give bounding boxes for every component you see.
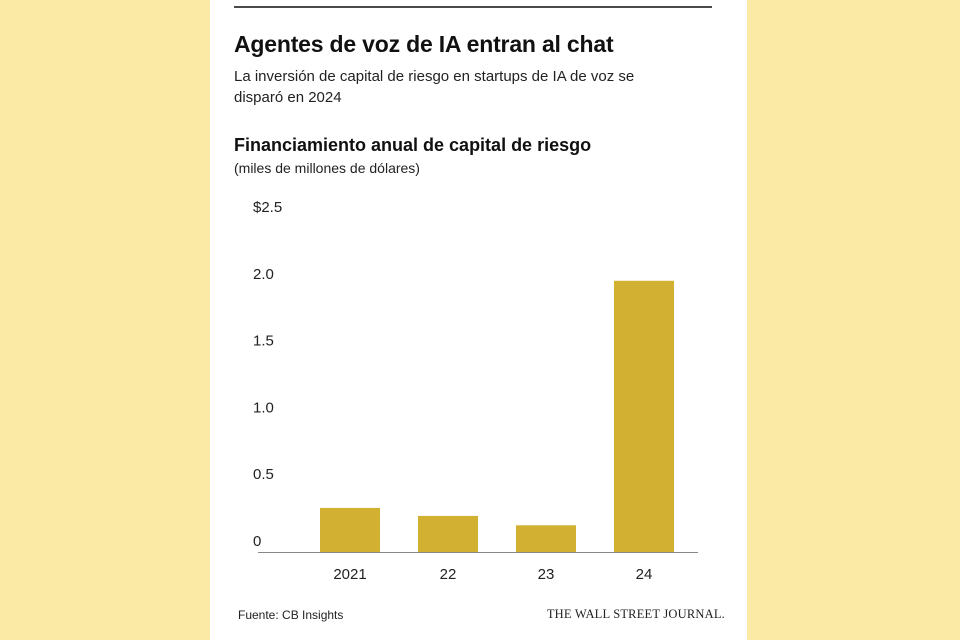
publisher-logo: THE WALL STREET JOURNAL.	[546, 607, 725, 621]
bar-2021	[320, 507, 380, 552]
x-tick-label: 2021	[333, 566, 366, 583]
top-rule	[234, 6, 712, 8]
chart-subtitle: La inversión de capital de riesgo en sta…	[234, 68, 635, 106]
y-tick-label: 0	[253, 533, 261, 550]
bar-24	[614, 280, 674, 552]
y-tick-label: 0.5	[253, 466, 274, 483]
x-tick-label: 24	[636, 566, 653, 583]
bar-23	[516, 525, 576, 552]
y-axis-ticks: 0 0.5 1.0 1.5 2.0 $2.5	[253, 199, 282, 550]
source-note: Fuente: CB Insights	[238, 608, 344, 622]
chart-headline: Agentes de voz de IA entran al chat	[234, 31, 614, 57]
y-tick-label: 1.0	[253, 399, 274, 416]
bars	[320, 280, 674, 552]
x-tick-label: 23	[538, 566, 555, 583]
chart-panel: Agentes de voz de IA entran al chat La i…	[210, 0, 747, 640]
y-tick-label: 2.0	[253, 266, 274, 283]
y-tick-label: 1.5	[253, 333, 274, 350]
bar-chart: 0 0.5 1.0 1.5 2.0 $2.5 2021 22 23 24	[253, 199, 698, 583]
chart-units: (miles de millones de dólares)	[234, 160, 420, 176]
x-tick-label: 22	[440, 566, 457, 583]
y-tick-label: $2.5	[253, 199, 282, 216]
x-axis-labels: 2021 22 23 24	[333, 566, 652, 583]
bar-22	[418, 515, 478, 552]
chart-title: Financiamiento anual de capital de riesg…	[234, 135, 592, 155]
